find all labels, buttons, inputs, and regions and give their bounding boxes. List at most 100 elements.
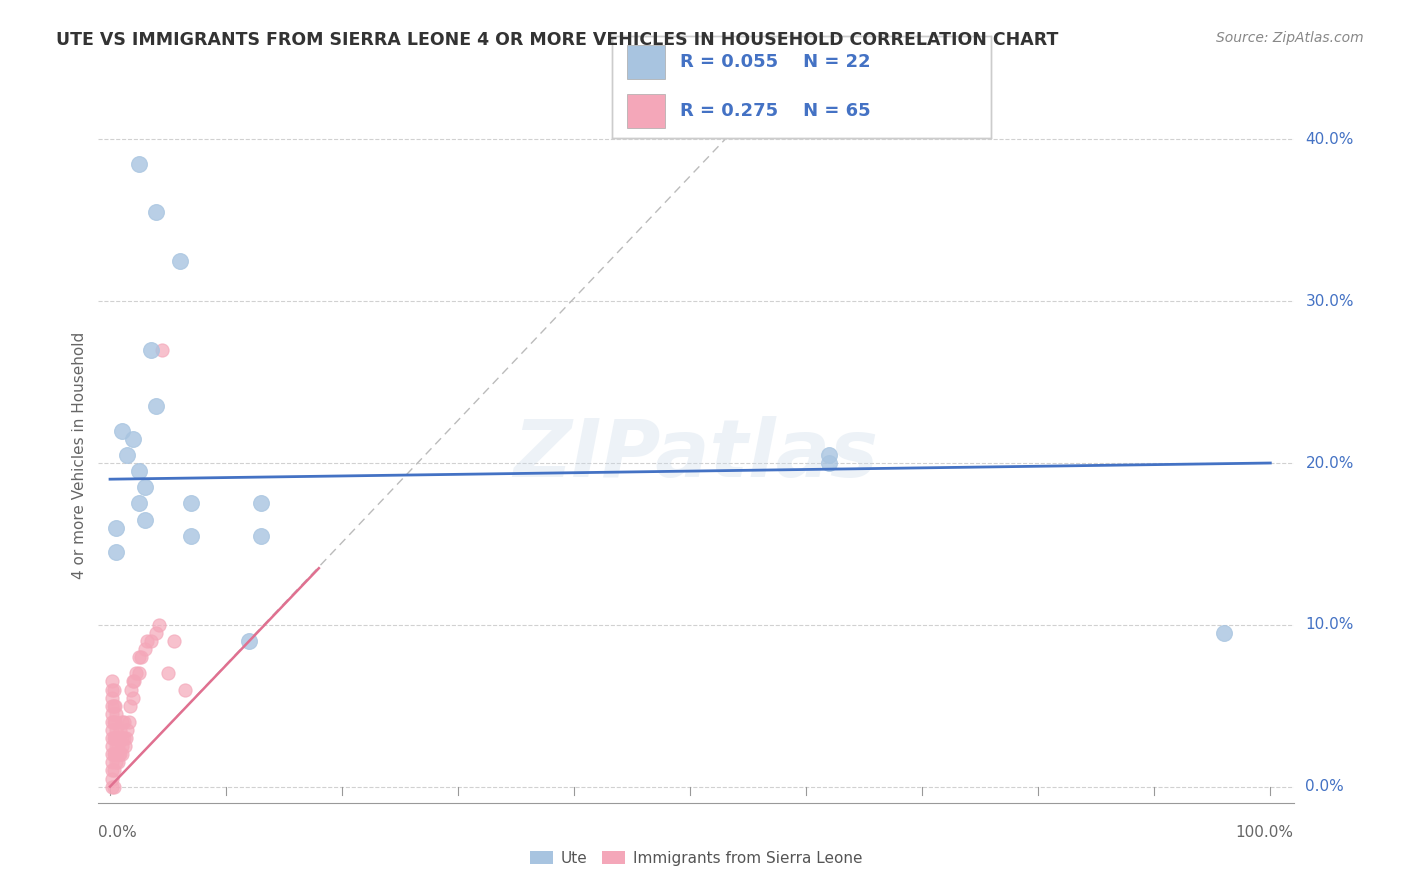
Point [101,780,124,794]
Point [250,529,273,543]
Point [145,205,167,219]
Point [134,642,156,657]
Point [112,714,135,729]
Point [131,650,153,665]
Text: 20.0%: 20.0% [1305,456,1354,470]
Text: R = 0.275    N = 65: R = 0.275 N = 65 [681,102,870,120]
Point [103,764,125,778]
Point [128,666,150,681]
Point [101,690,124,705]
Point [180,529,202,543]
Point [103,698,125,713]
Point [104,747,127,762]
Text: 10.0%: 10.0% [1305,617,1354,632]
Point [104,706,127,721]
Point [120,682,142,697]
Point [103,780,125,794]
Text: R = 0.055    N = 22: R = 0.055 N = 22 [681,53,870,70]
Point [103,714,125,729]
Point [111,747,134,762]
Point [105,747,128,762]
Point [103,747,125,762]
FancyBboxPatch shape [627,95,665,128]
Point [136,634,159,648]
Point [101,682,124,697]
Point [238,634,260,648]
Point [117,723,139,737]
Point [101,739,124,754]
Point [1212,626,1234,640]
Point [111,714,134,729]
Point [104,723,127,737]
Point [134,480,156,494]
Point [128,496,150,510]
Point [104,714,127,729]
Point [110,723,132,737]
Point [818,448,841,462]
Point [150,343,173,357]
Text: UTE VS IMMIGRANTS FROM SIERRA LEONE 4 OR MORE VEHICLES IN HOUSEHOLD CORRELATION : UTE VS IMMIGRANTS FROM SIERRA LEONE 4 OR… [56,31,1059,49]
Point [139,634,162,648]
Point [148,617,170,632]
Point [101,714,124,729]
Point [139,343,162,357]
Point [107,739,129,754]
Point [134,513,156,527]
Point [122,432,145,446]
Point [101,706,124,721]
Point [118,698,141,713]
Point [101,756,124,770]
Point [174,682,197,697]
Point [128,464,150,478]
Point [115,731,138,745]
Point [111,731,134,745]
Point [101,698,124,713]
Point [101,674,124,689]
Point [122,690,145,705]
Point [104,731,127,745]
Point [110,747,132,762]
Text: ZIPatlas: ZIPatlas [513,416,879,494]
Point [104,698,127,713]
Point [103,731,125,745]
Point [104,521,127,535]
Text: 0.0%: 0.0% [1305,779,1344,794]
Point [112,731,135,745]
Text: Source: ZipAtlas.com: Source: ZipAtlas.com [1216,31,1364,45]
Point [157,666,180,681]
Y-axis label: 4 or more Vehicles in Household: 4 or more Vehicles in Household [72,331,87,579]
Point [101,764,124,778]
Point [107,756,129,770]
Text: 40.0%: 40.0% [1305,132,1354,147]
Point [818,456,841,470]
Point [101,731,124,745]
Point [103,682,125,697]
Point [111,424,134,438]
Point [104,545,127,559]
Point [124,666,146,681]
Text: 0.0%: 0.0% [98,825,138,840]
Point [101,772,124,786]
Point [117,714,139,729]
Point [105,731,128,745]
Point [104,756,127,770]
Point [108,731,131,745]
Point [169,253,191,268]
Point [163,634,186,648]
Point [101,723,124,737]
Point [124,674,146,689]
Point [128,156,150,170]
Point [122,674,145,689]
Point [180,496,202,510]
Point [250,496,273,510]
Point [114,739,136,754]
Point [111,739,134,754]
Point [145,626,167,640]
Point [145,400,167,414]
Point [128,650,150,665]
Point [108,747,131,762]
Legend: Ute, Immigrants from Sierra Leone: Ute, Immigrants from Sierra Leone [523,845,869,871]
Point [101,747,124,762]
Text: 30.0%: 30.0% [1305,293,1354,309]
Point [117,448,139,462]
